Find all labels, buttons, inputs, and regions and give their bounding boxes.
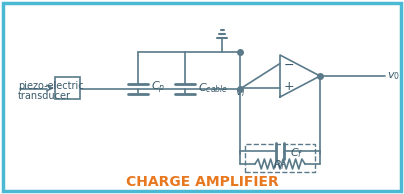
Text: $v_0$: $v_0$ [387, 70, 400, 82]
Text: +: + [284, 80, 295, 93]
Bar [55, 77, 80, 99]
Text: transducer: transducer [18, 91, 71, 101]
Text: $v_i$: $v_i$ [235, 87, 245, 99]
Text: $R_f$: $R_f$ [273, 158, 287, 172]
Text: CHARGE AMPLIFIER: CHARGE AMPLIFIER [126, 175, 278, 189]
Text: piezo-electric: piezo-electric [18, 81, 84, 91]
Text: −: − [284, 59, 295, 72]
Bar [245, 144, 315, 172]
Text: $C_f$: $C_f$ [290, 146, 303, 160]
Text: $C_p$: $C_p$ [151, 80, 165, 96]
Text: $C_{cable}$: $C_{cable}$ [198, 81, 228, 95]
